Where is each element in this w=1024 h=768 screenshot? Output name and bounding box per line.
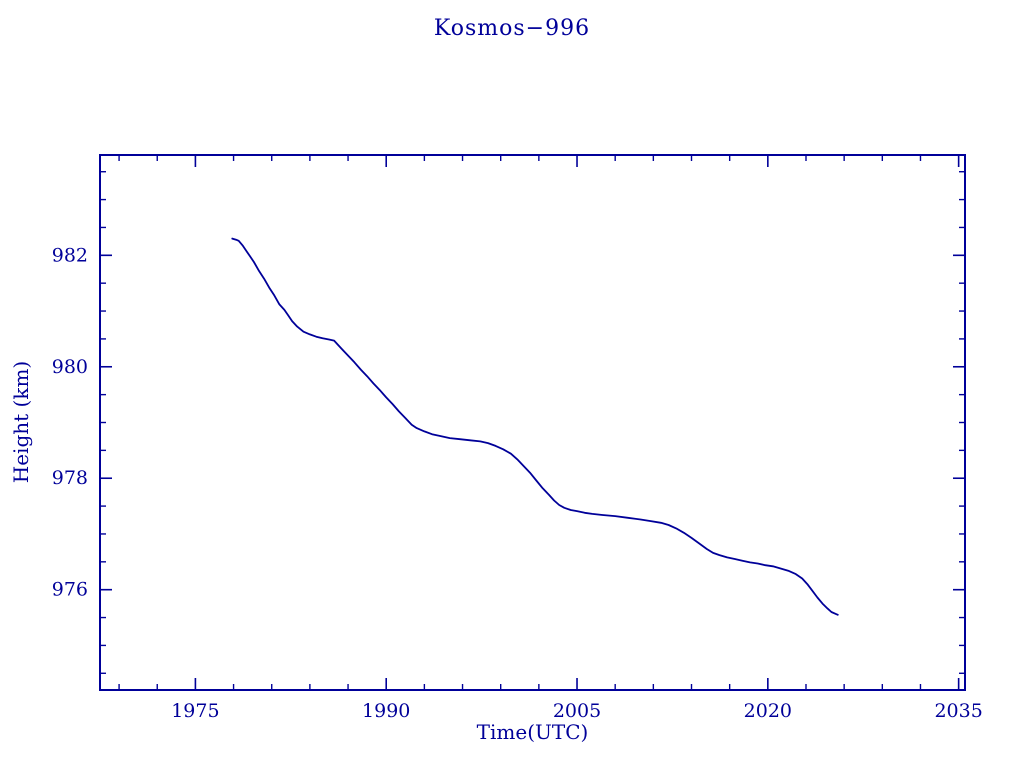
- height-data-line: [231, 237, 839, 616]
- x-tick-label: 2035: [934, 700, 982, 722]
- y-tick-label: 976: [52, 579, 88, 601]
- x-axis-label: Time(UTC): [476, 720, 589, 744]
- x-tick-label: 1975: [171, 700, 219, 722]
- x-tick-label: 2005: [553, 700, 601, 722]
- y-tick-label: 982: [52, 244, 88, 266]
- x-tick-label: 1990: [362, 700, 410, 722]
- chart-title: Kosmos−996: [433, 16, 591, 41]
- y-tick-label: 980: [52, 356, 88, 378]
- plot-frame: [99, 154, 966, 691]
- x-tick-label: 2020: [744, 700, 792, 722]
- y-tick-label: 978: [52, 467, 88, 489]
